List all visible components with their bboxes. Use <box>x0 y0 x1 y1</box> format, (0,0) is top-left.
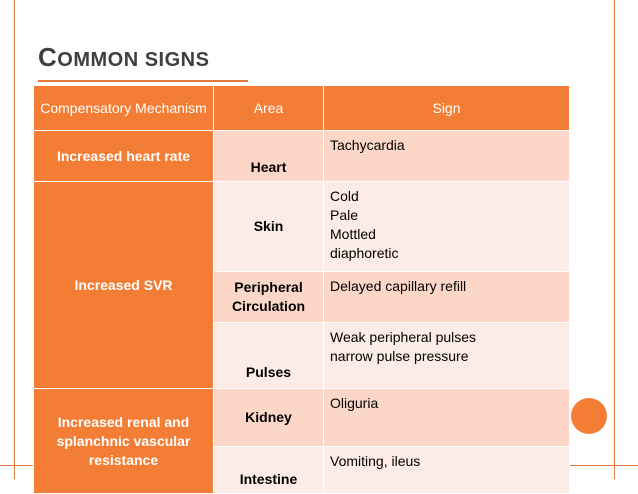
sign-line: Oliguria <box>330 395 379 411</box>
sign-line: narrow pulse pressure <box>330 348 469 364</box>
area-cell: Pulses <box>213 322 324 389</box>
table-row: Pulses Weak peripheral pulses narrow pul… <box>34 322 570 389</box>
sign-line: Tachycardia <box>330 137 405 153</box>
sign-cell: Delayed capillary refill <box>323 271 570 323</box>
area-cell: Heart <box>213 130 324 182</box>
area-cell: Kidney <box>213 388 324 447</box>
sign-cell: Weak peripheral pulses narrow pulse pres… <box>323 322 570 389</box>
title-rest: ommon signs <box>57 49 210 71</box>
frame-line-left <box>14 0 15 479</box>
table-header-row: Compensatory Mechanism Area Sign <box>33 85 570 131</box>
sign-line: Cold <box>330 188 359 204</box>
table-row: Increased heart rate Heart Tachycardia <box>33 130 570 182</box>
header-area: Area <box>213 85 324 131</box>
title-underline <box>38 80 248 82</box>
sign-line: diaphoretic <box>330 245 399 261</box>
area-cell: Skin <box>213 181 324 272</box>
title-first-letter: C <box>38 42 58 72</box>
mechanism-cell: Increased SVR <box>33 181 214 389</box>
sign-line: Pale <box>330 207 359 223</box>
header-sign: Sign <box>323 85 570 131</box>
slide-title: Common signs <box>38 42 209 73</box>
area-cell: Intestine <box>213 446 324 494</box>
mechanism-cell: Increased renal and splanchnic vascular … <box>33 388 214 494</box>
sign-cell: Vomiting, ileus <box>323 446 570 494</box>
sign-cell: Tachycardia <box>323 130 570 182</box>
sign-cell: Oliguria <box>323 388 570 447</box>
signs-table: Compensatory Mechanism Area Sign Increas… <box>33 85 570 494</box>
sign-cell: Cold Pale Mottled diaphoretic <box>323 181 570 272</box>
area-cell: Peripheral Circulation <box>213 271 324 323</box>
table-row: Peripheral Circulation Delayed capillary… <box>34 271 570 323</box>
sign-line: Weak peripheral pulses <box>330 329 477 345</box>
sign-line: Mottled <box>330 226 376 242</box>
table-row: Increased renal and splanchnic vascular … <box>33 388 570 494</box>
table-row: Increased SVR Skin Cold Pale Mottled dia… <box>33 181 570 389</box>
decorative-circle <box>571 398 607 434</box>
header-mechanism: Compensatory Mechanism <box>33 85 214 131</box>
sign-line: Vomiting, ileus <box>330 453 421 469</box>
sign-line: Delayed capillary refill <box>330 278 467 294</box>
frame-line-right <box>614 0 615 479</box>
mechanism-cell: Increased heart rate <box>33 130 214 182</box>
